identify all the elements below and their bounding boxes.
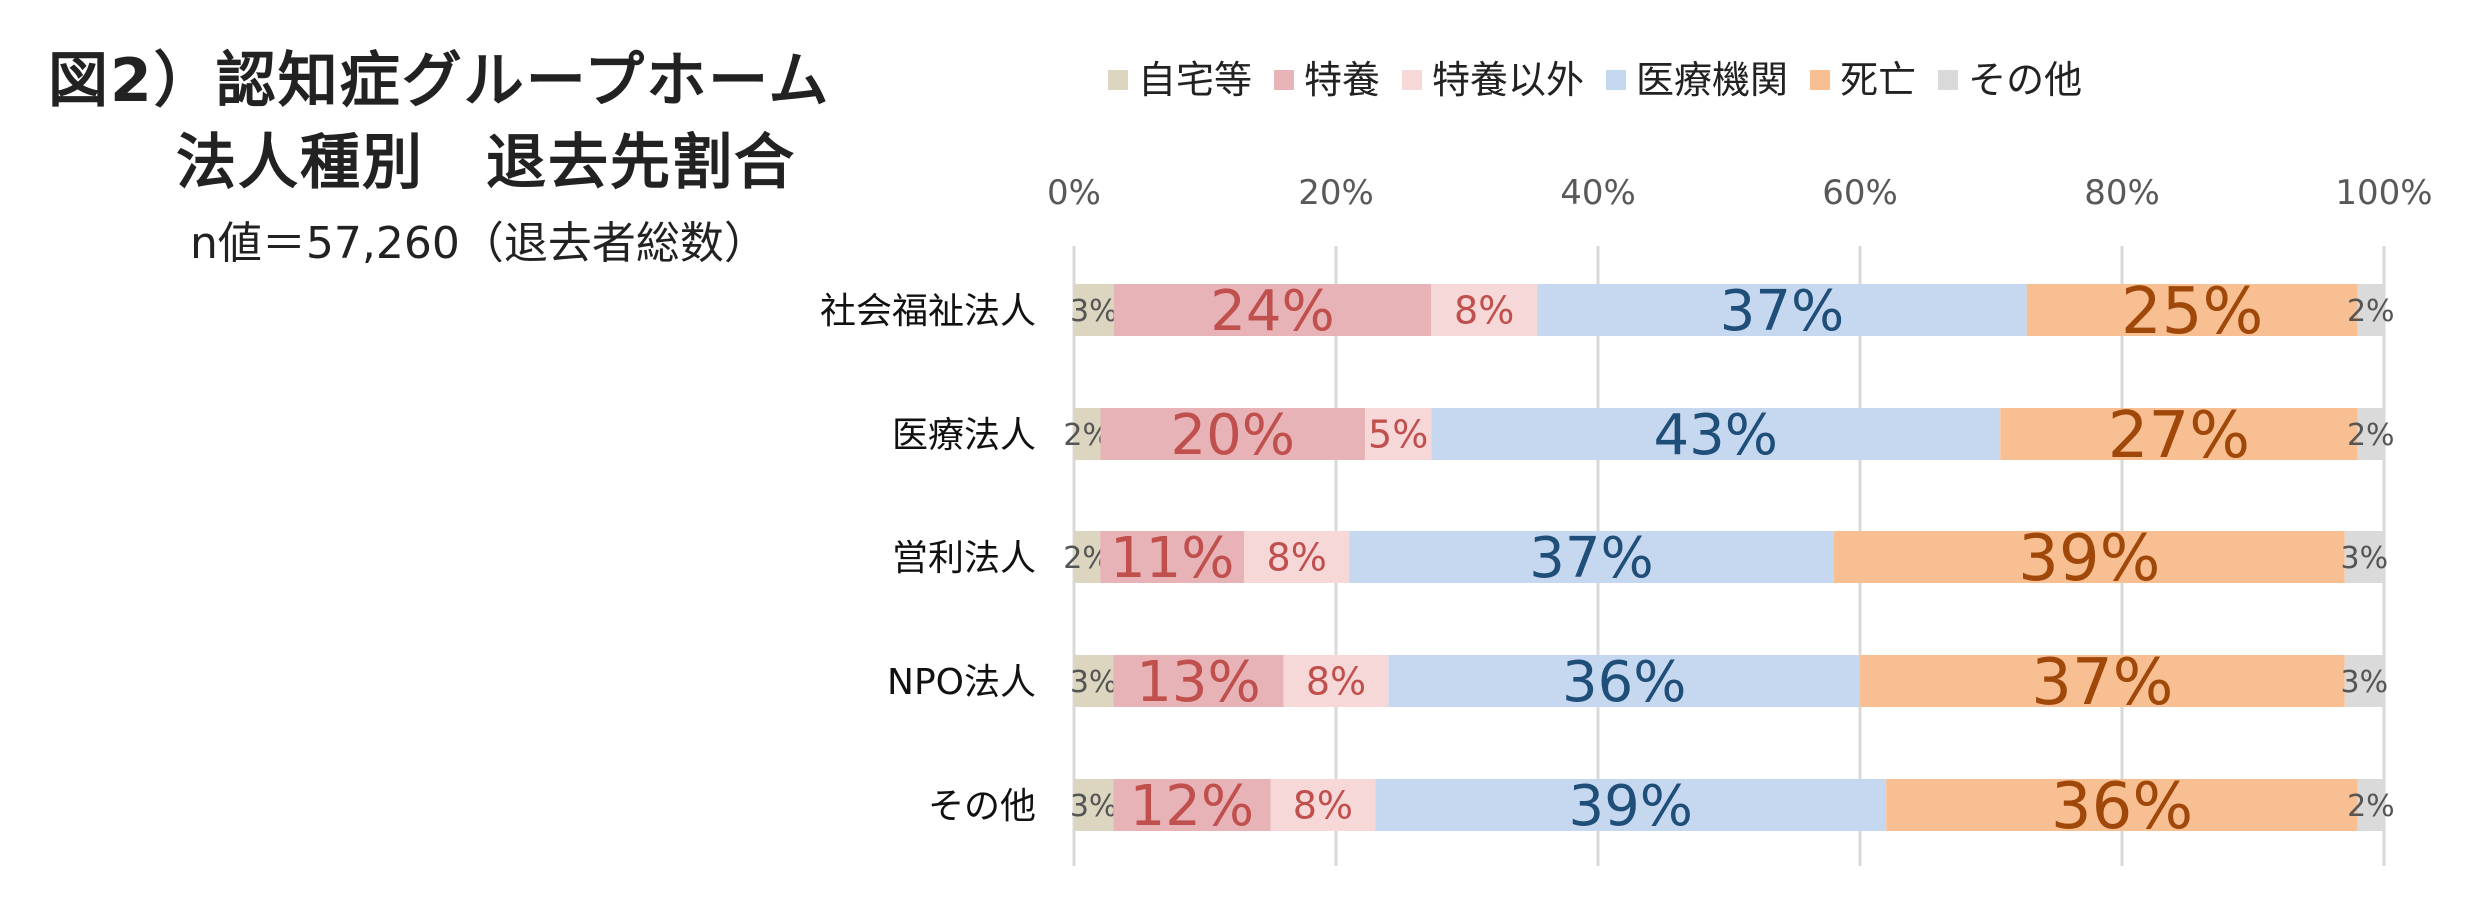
x-tick-label: 0% <box>1047 173 1101 213</box>
bar-segment <box>1537 284 2027 336</box>
legend-label: 特養以外 <box>1432 58 1585 102</box>
bar-segment <box>1860 655 2345 707</box>
legend-swatch <box>1938 70 1959 90</box>
legend-swatch <box>1402 70 1423 90</box>
data-label: 2% <box>2347 418 2395 453</box>
bar-segment <box>2357 408 2384 460</box>
bar-segment <box>1074 531 1101 583</box>
legend-swatch <box>1108 70 1128 90</box>
legend-label: 特養 <box>1304 58 1381 102</box>
legend-item: その他 <box>1938 56 2082 104</box>
data-label: 3% <box>1070 665 1118 700</box>
data-label: 3% <box>1070 294 1118 329</box>
data-label: 43% <box>1654 403 1778 468</box>
bar-segment <box>1074 779 1114 831</box>
data-label: 2% <box>2347 789 2395 824</box>
chart-legend: 自宅等 特養 特養以外 医療機関 死亡 その他 <box>1108 56 2104 104</box>
bar-segment <box>1100 408 1366 460</box>
category-label: 医療法人 <box>892 415 1036 456</box>
legend-item: 医療機関 <box>1606 56 1788 104</box>
bar-segment <box>1113 779 1271 831</box>
x-tick-label: 100% <box>2335 173 2432 213</box>
legend-swatch <box>1274 70 1295 90</box>
legend-item: 死亡 <box>1810 56 1916 104</box>
bar-segment <box>1074 408 1101 460</box>
data-label: 37% <box>1720 279 1844 344</box>
data-label: 39% <box>2018 522 2160 596</box>
bar-segment <box>1833 531 2345 583</box>
bar-segment <box>1074 284 1114 336</box>
data-label: 8% <box>1454 289 1514 333</box>
data-label: 12% <box>1130 774 1254 839</box>
legend-item: 特養以外 <box>1402 56 1584 104</box>
data-label: 8% <box>1267 536 1327 580</box>
bar-segment <box>1365 408 1432 460</box>
data-label: 3% <box>1070 789 1118 824</box>
x-tick-label: 60% <box>1822 173 1898 213</box>
legend-label: その他 <box>1968 58 2083 102</box>
data-label: 27% <box>2108 399 2250 473</box>
data-label: 36% <box>1562 650 1686 715</box>
category-label: その他 <box>928 786 1036 827</box>
x-tick-label: 80% <box>2084 173 2160 213</box>
bar-segment <box>1113 284 1432 336</box>
data-label: 24% <box>1210 279 1334 344</box>
data-label: 3% <box>2341 665 2389 700</box>
bar-segment <box>1431 408 2001 460</box>
legend-label: 医療機関 <box>1636 58 1789 102</box>
bar-segment <box>1074 655 1114 707</box>
bar-segment <box>2344 655 2384 707</box>
bar-segment <box>1283 655 1389 707</box>
legend-label: 自宅等 <box>1138 58 1253 102</box>
data-label: 37% <box>2031 646 2173 720</box>
chart-subtitle: n値＝57,260（退去者総数） <box>190 218 768 269</box>
chart-title: 図2）認知症グループホーム 法人種別 退去先割合 <box>48 40 830 204</box>
chart-title-line1: 図2）認知症グループホーム <box>48 46 831 116</box>
legend-label: 死亡 <box>1840 58 1917 102</box>
x-tick-label: 40% <box>1560 173 1636 213</box>
legend-item: 特養 <box>1274 56 1380 104</box>
data-label: 37% <box>1529 526 1653 591</box>
category-label: NPO法人 <box>887 662 1036 703</box>
bar-segment <box>1244 531 1350 583</box>
bar-segment <box>1100 531 1245 583</box>
data-label: 3% <box>2341 541 2389 576</box>
data-label: 36% <box>2051 770 2193 844</box>
category-label: 社会福祉法人 <box>820 291 1036 332</box>
bar-segment <box>2026 284 2358 336</box>
legend-item: 自宅等 <box>1108 56 1252 104</box>
legend-swatch <box>1810 70 1831 90</box>
data-label: 5% <box>1368 413 1428 457</box>
bar-segment <box>1113 655 1284 707</box>
data-label: 8% <box>1306 660 1366 704</box>
bar-segment <box>2344 531 2384 583</box>
data-label: 20% <box>1171 403 1295 468</box>
data-label: 25% <box>2121 275 2263 349</box>
legend-swatch <box>1606 70 1627 90</box>
bar-segment <box>2000 408 2358 460</box>
data-label: 39% <box>1569 774 1693 839</box>
x-tick-label: 20% <box>1298 173 1374 213</box>
bar-segment <box>1270 779 1376 831</box>
bar-segment <box>2357 779 2384 831</box>
category-label: 営利法人 <box>892 538 1036 579</box>
data-label: 8% <box>1293 784 1353 828</box>
data-label: 2% <box>2347 294 2395 329</box>
bar-segment <box>1431 284 1538 336</box>
bar-segment <box>1375 779 1887 831</box>
bar-segment <box>1388 655 1860 707</box>
bar-segment <box>1349 531 1834 583</box>
chart-title-line2: 法人種別 退去先割合 <box>176 128 796 198</box>
data-label: 13% <box>1136 650 1260 715</box>
data-label: 11% <box>1110 526 1234 591</box>
bar-segment <box>2357 284 2384 336</box>
bar-segment <box>1886 779 2358 831</box>
